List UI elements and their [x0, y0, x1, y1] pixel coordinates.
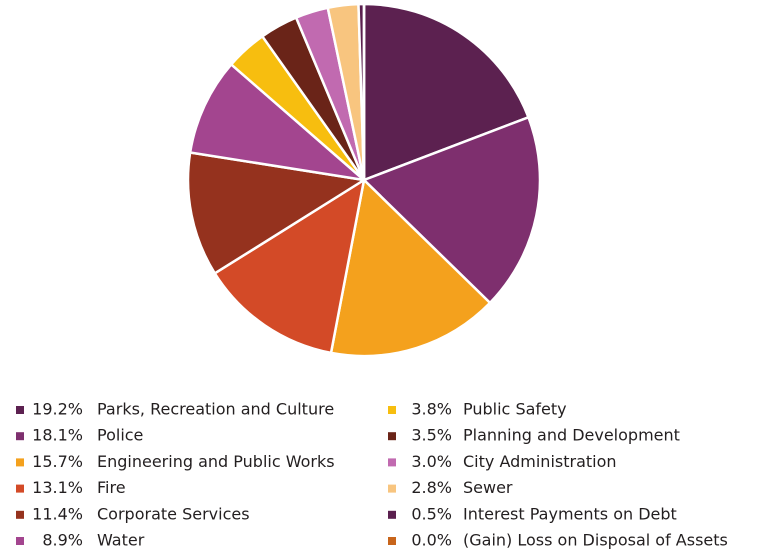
legend-value: 13.1%	[32, 478, 83, 497]
legend-value: 11.4%	[32, 504, 83, 523]
pie-slice	[188, 63, 366, 182]
legend-value: 2.8%	[411, 478, 452, 497]
legend-value: 3.0%	[411, 452, 452, 471]
legend-value: 19.2%	[32, 400, 83, 419]
pie-slice	[213, 178, 366, 355]
legend-value: 3.5%	[411, 426, 452, 445]
legend-swatch	[16, 537, 24, 545]
legend-swatch	[388, 484, 396, 493]
legend-value: 18.1%	[32, 426, 83, 445]
pie-slice	[186, 151, 366, 275]
legend-label: Engineering and Public Works	[97, 452, 335, 471]
legend-swatch	[16, 406, 24, 414]
pie-slice	[362, 2, 530, 182]
legend-value: 8.9%	[42, 531, 83, 550]
pie-slice	[329, 178, 492, 358]
legend-swatch	[388, 510, 396, 519]
legend-label: Public Safety	[463, 400, 567, 419]
legend-label: Water	[97, 531, 145, 550]
legend-value: 0.0%	[411, 531, 452, 550]
legend-swatch	[388, 406, 396, 414]
legend-swatch	[388, 458, 396, 467]
legend-value: 0.5%	[411, 504, 452, 523]
legend-label: Police	[97, 426, 143, 445]
legend-swatch	[16, 432, 24, 441]
legend-value: 15.7%	[32, 452, 83, 471]
legend-value: 3.8%	[411, 400, 452, 419]
legend-label: Fire	[97, 478, 126, 497]
legend-swatch	[16, 510, 24, 519]
legend-label: Sewer	[463, 478, 513, 497]
legend-label: Parks, Recreation and Culture	[97, 400, 334, 419]
legend-swatch	[16, 484, 24, 493]
legend-swatch	[388, 537, 396, 545]
legend-swatch	[388, 432, 396, 441]
legend-label: City Administration	[463, 452, 617, 471]
pie-slice	[362, 116, 542, 305]
legend-label: Interest Payments on Debt	[463, 504, 677, 523]
legend-label: (Gain) Loss on Disposal of Assets	[463, 531, 728, 550]
legend-label: Planning and Development	[463, 426, 680, 445]
legend-label: Corporate Services	[97, 504, 250, 523]
legend-swatch	[16, 458, 24, 467]
